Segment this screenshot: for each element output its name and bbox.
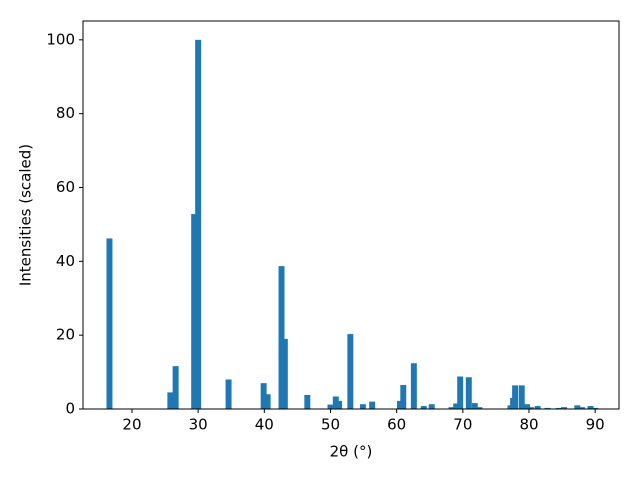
bar xyxy=(225,379,232,409)
bar xyxy=(555,407,562,409)
bar xyxy=(561,407,568,409)
y-tick-label: 80 xyxy=(56,104,75,122)
x-tick-label: 40 xyxy=(255,416,274,434)
bar xyxy=(512,385,519,409)
y-tick-label: 20 xyxy=(56,326,75,344)
bar xyxy=(195,39,202,409)
bar xyxy=(281,338,288,409)
y-axis-label: Intensities (scaled) xyxy=(17,144,35,286)
bar xyxy=(410,363,417,409)
y-tick-label: 0 xyxy=(65,400,75,418)
bar xyxy=(574,405,581,409)
bar xyxy=(369,401,376,409)
bar xyxy=(428,404,435,409)
bar xyxy=(260,383,267,409)
bar xyxy=(304,394,311,409)
bar xyxy=(264,394,271,409)
bar xyxy=(578,407,585,409)
x-tick-label: 80 xyxy=(519,416,538,434)
x-tick-label: 30 xyxy=(189,416,208,434)
bar xyxy=(191,214,198,409)
bar xyxy=(457,376,464,409)
bar xyxy=(453,403,460,409)
bar xyxy=(172,366,179,409)
bar xyxy=(400,385,407,409)
bar xyxy=(359,404,366,409)
y-tick-label: 100 xyxy=(46,30,75,48)
x-tick-label: 50 xyxy=(321,416,340,434)
x-axis-label: 2θ (°) xyxy=(330,443,373,461)
bar xyxy=(336,400,343,409)
y-tick-label: 40 xyxy=(56,252,75,270)
bar xyxy=(332,396,339,409)
bar xyxy=(528,407,534,409)
bar xyxy=(587,406,594,409)
bar xyxy=(518,385,525,409)
bar xyxy=(534,406,541,409)
bar xyxy=(465,377,472,409)
x-tick-label: 70 xyxy=(453,416,472,434)
bar xyxy=(448,407,455,409)
x-tick-label: 90 xyxy=(586,416,605,434)
bar xyxy=(524,404,530,409)
bar xyxy=(592,407,599,409)
bar xyxy=(278,266,285,409)
x-tick-label: 20 xyxy=(122,416,141,434)
bar xyxy=(327,404,334,409)
bar xyxy=(106,238,113,409)
bar xyxy=(476,407,483,409)
x-tick-label: 60 xyxy=(387,416,406,434)
bar xyxy=(396,400,403,409)
bar xyxy=(544,407,551,409)
y-tick-label: 60 xyxy=(56,178,75,196)
bar xyxy=(167,392,174,409)
plot-frame xyxy=(82,20,620,410)
bar xyxy=(420,406,427,409)
bar xyxy=(347,334,354,409)
bar xyxy=(471,403,478,409)
